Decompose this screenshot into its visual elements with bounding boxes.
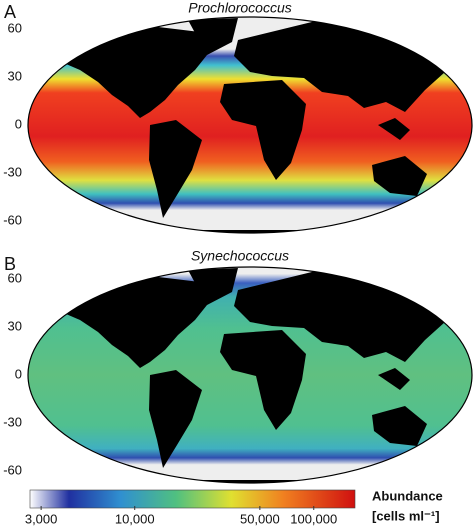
lat-label: 30 <box>8 318 22 333</box>
colorbar <box>29 489 356 509</box>
colorbar-tick-label: 50,000 <box>240 511 280 526</box>
panel-title: Synechococcus <box>191 248 289 264</box>
lat-label: 0 <box>15 366 22 381</box>
colorbar-tick-label: 10,000 <box>115 511 155 526</box>
colorbar-tick-label: 3,000 <box>25 511 58 526</box>
lat-label: 30 <box>8 68 22 83</box>
map-outline <box>27 16 473 234</box>
panel-label: A <box>4 2 16 22</box>
lat-label: -60 <box>3 462 22 477</box>
colorbar-unit: [cells ml⁻¹] <box>372 508 440 523</box>
colorbar-tick-label: 100,000 <box>290 511 337 526</box>
colorbar-title: Abundance <box>372 488 443 503</box>
lat-label: 60 <box>8 20 22 35</box>
panel-title: Prochlorococcus <box>188 0 292 16</box>
map-b <box>28 267 472 483</box>
map-a <box>28 17 472 233</box>
map-outline <box>27 266 473 484</box>
lat-label: 60 <box>8 270 22 285</box>
lat-label: -30 <box>3 164 22 179</box>
lat-label: -60 <box>3 212 22 227</box>
lat-label: 0 <box>15 116 22 131</box>
panel-label: B <box>4 254 16 274</box>
lat-label: -30 <box>3 414 22 429</box>
